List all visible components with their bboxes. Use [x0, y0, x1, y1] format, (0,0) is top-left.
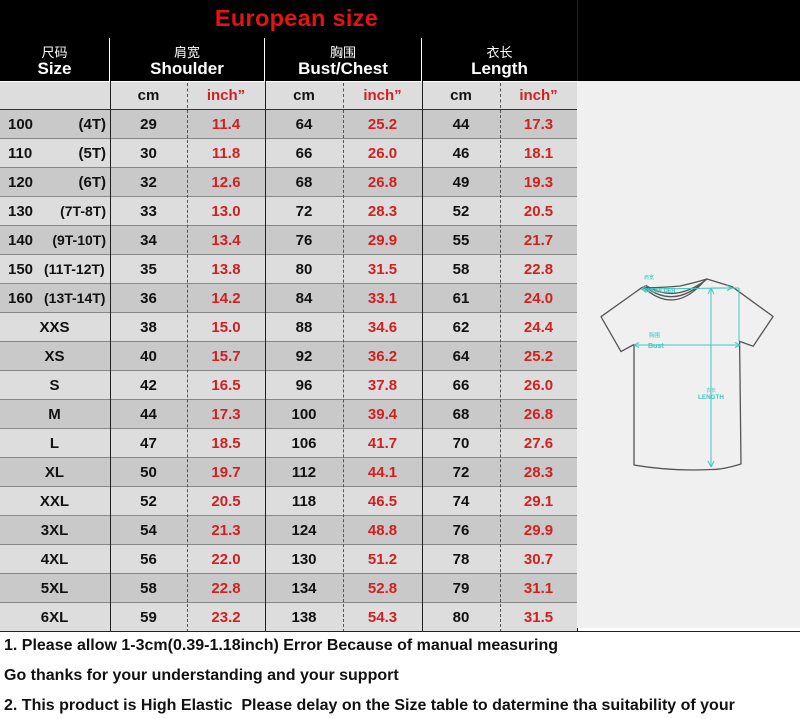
svg-text:Bust: Bust — [648, 343, 664, 350]
svg-text:胸围: 胸围 — [649, 331, 661, 339]
svg-text:SHOULDER: SHOULDER — [644, 289, 676, 295]
svg-text:衣长: 衣长 — [706, 387, 716, 394]
svg-text:肩宽: 肩宽 — [644, 274, 654, 281]
svg-text:LENGTH: LENGTH — [698, 394, 724, 401]
